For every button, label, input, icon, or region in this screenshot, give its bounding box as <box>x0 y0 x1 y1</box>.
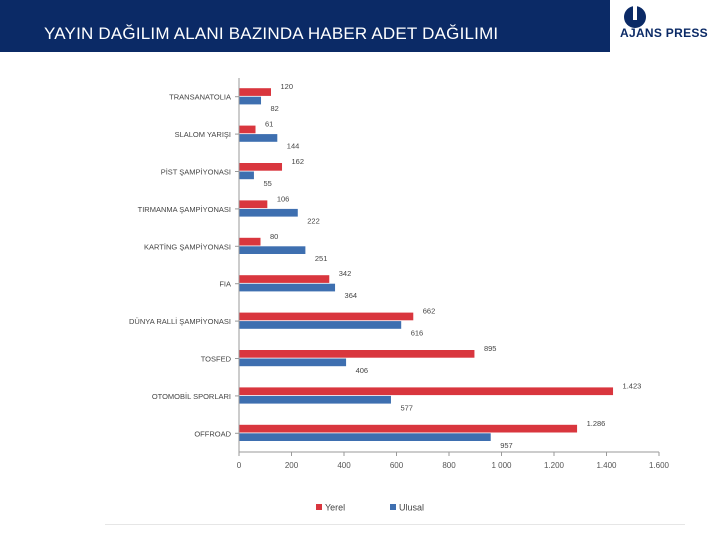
data-label: 406 <box>356 366 369 375</box>
data-label: 55 <box>263 179 271 188</box>
bar-ulusal <box>239 395 391 404</box>
bar-yerel <box>239 387 614 396</box>
bar-ulusal <box>239 96 262 105</box>
data-label: 616 <box>411 329 424 338</box>
data-label: 895 <box>484 344 497 353</box>
x-tick-label: 0 <box>237 461 242 470</box>
legend-swatch-ulusal <box>390 504 396 510</box>
x-tick-label: 1.600 <box>649 461 670 470</box>
bar-ulusal <box>239 433 491 441</box>
x-tick-label: 1 000 <box>491 461 512 470</box>
category-label: TOSFED <box>201 355 232 364</box>
page-title: YAYIN DAĞILIM ALANI BAZINDA HABER ADET D… <box>44 24 499 43</box>
category-label: DÜNYA RALLİ ŞAMPİYONASI <box>129 317 231 326</box>
data-label: 144 <box>287 142 300 151</box>
bar-yerel <box>239 237 261 246</box>
bar-ulusal <box>239 358 347 367</box>
data-label: 106 <box>277 194 290 203</box>
data-label: 162 <box>292 157 305 166</box>
data-label: 364 <box>345 291 358 300</box>
x-tick-label: 1.400 <box>596 461 617 470</box>
data-label: 1.286 <box>587 419 606 428</box>
bar-ulusal <box>239 208 298 217</box>
category-label: PİST ŞAMPİYONASI <box>161 168 231 177</box>
logo-text: AJANS PRESS <box>620 26 708 40</box>
logo-icon <box>624 4 646 28</box>
footer-divider <box>105 524 685 525</box>
x-tick-label: 600 <box>390 461 404 470</box>
bar-yerel <box>239 88 271 96</box>
data-label: 342 <box>339 269 352 278</box>
data-label: 957 <box>500 441 513 450</box>
bar-ulusal <box>239 283 336 292</box>
data-label: 61 <box>265 120 273 129</box>
x-tick-label: 1.200 <box>544 461 565 470</box>
bar-ulusal <box>239 246 306 254</box>
ajans-press-logo: AJANS PRESS <box>612 0 720 52</box>
data-label: 251 <box>315 254 328 263</box>
legend-swatch-yerel <box>316 504 322 510</box>
category-label: TRANSANATOLIA <box>169 93 231 102</box>
x-tick-label: 200 <box>285 461 299 470</box>
data-label: 1.423 <box>623 381 642 390</box>
category-label: KARTİNG ŞAMPİYONASI <box>144 242 231 251</box>
bar-yerel <box>239 312 414 321</box>
data-label: 120 <box>281 82 294 91</box>
data-label: 82 <box>271 104 279 113</box>
x-tick-label: 400 <box>337 461 351 470</box>
x-tick-label: 800 <box>442 461 456 470</box>
data-label: 662 <box>423 307 436 316</box>
bar-yerel <box>239 163 283 171</box>
bar-ulusal <box>239 171 254 180</box>
bar-yerel <box>239 200 268 209</box>
category-label: OTOMOBİL SPORLARI <box>152 392 231 401</box>
legend-label: Yerel <box>325 503 345 513</box>
category-label: TIRMANMA ŞAMPİYONASI <box>138 205 231 214</box>
category-label: SLALOM YARIŞI <box>175 130 231 139</box>
legend-label: Ulusal <box>399 503 424 513</box>
bar-yerel <box>239 125 256 134</box>
data-label: 577 <box>400 403 413 412</box>
data-label: 80 <box>270 232 278 241</box>
data-label: 222 <box>307 216 320 225</box>
bar-yerel <box>239 275 330 283</box>
category-label: FIA <box>219 280 231 289</box>
bar-yerel <box>239 350 475 358</box>
bar-ulusal <box>239 321 402 329</box>
category-label: OFFROAD <box>194 429 231 438</box>
header-bar: YAYIN DAĞILIM ALANI BAZINDA HABER ADET D… <box>0 0 610 52</box>
bar-ulusal <box>239 134 278 142</box>
bar-yerel <box>239 424 578 433</box>
